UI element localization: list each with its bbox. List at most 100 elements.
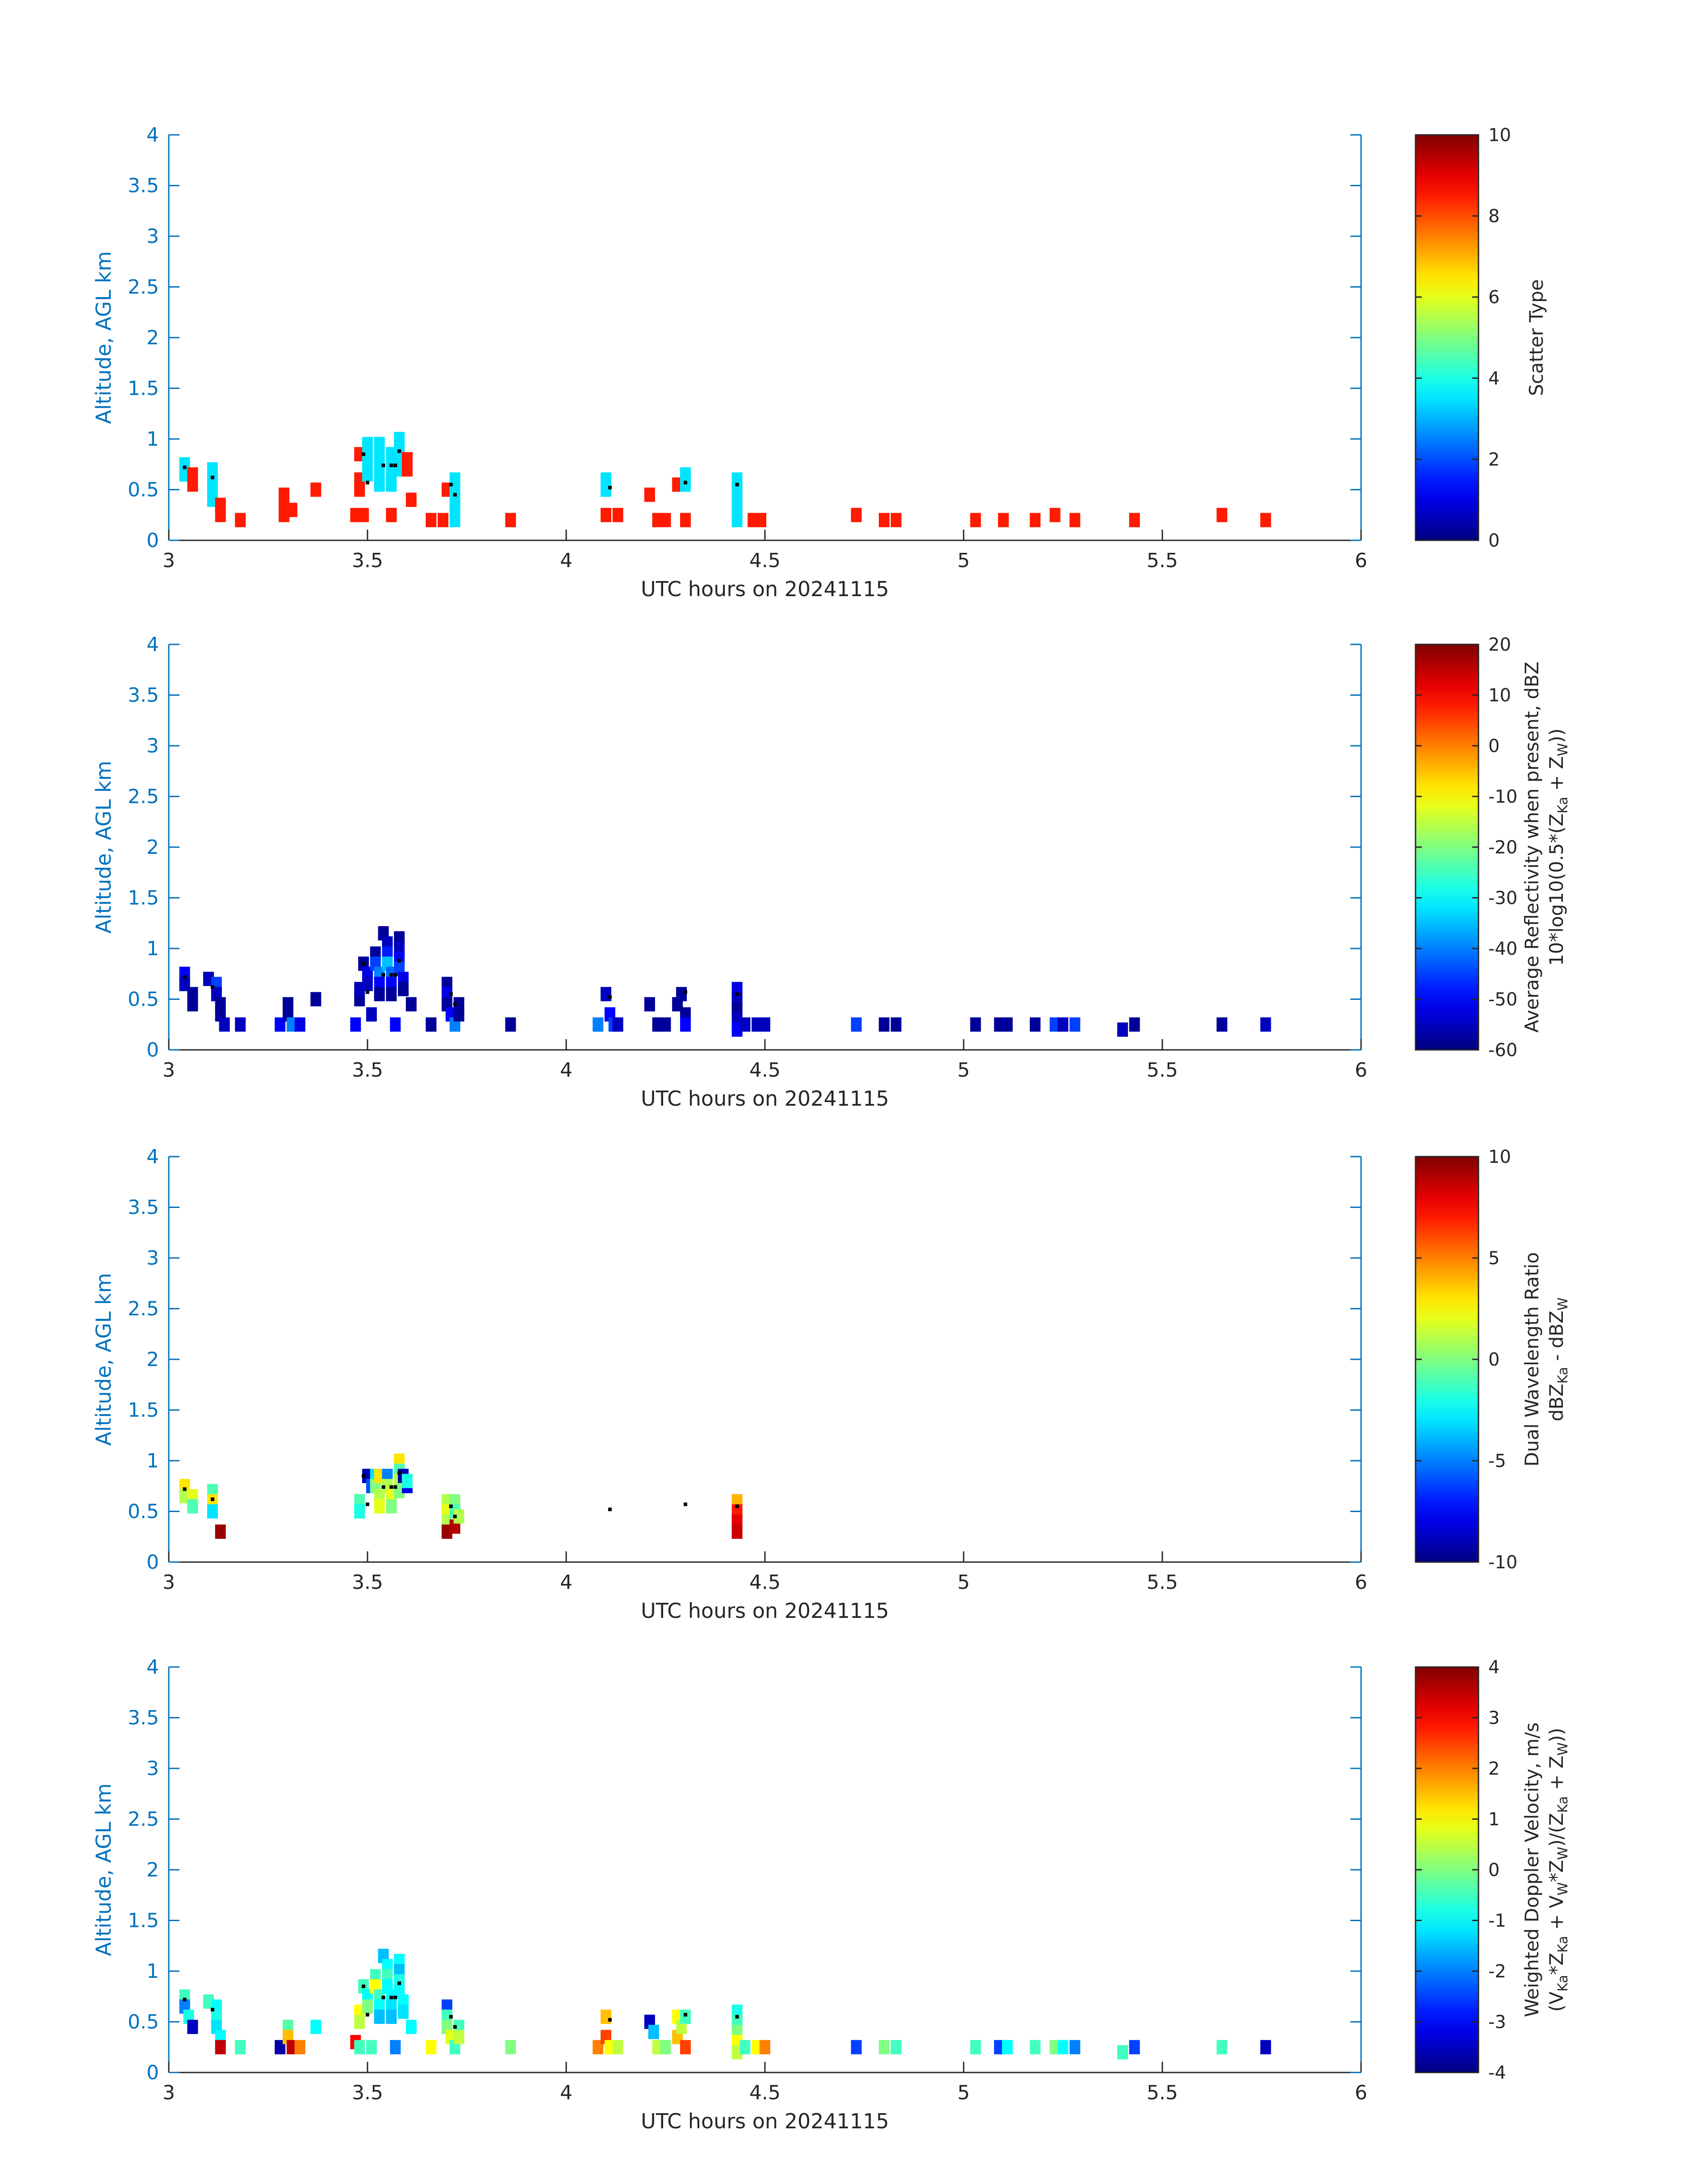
data-cell — [851, 1017, 862, 1032]
y-tick-label: 2 — [146, 1348, 159, 1371]
cloud-base-marker — [393, 1996, 397, 2000]
colorbar-tick-label: -30 — [1488, 888, 1517, 909]
data-cell — [970, 1017, 981, 1032]
data-cell — [1057, 1017, 1069, 1032]
y-tick-label: 0.5 — [128, 1500, 159, 1523]
x-tick-label: 5.5 — [1147, 549, 1178, 572]
colorbar-tick-label: 10 — [1488, 1147, 1511, 1167]
data-cell — [1117, 2045, 1128, 2060]
x-tick-label: 6 — [1355, 549, 1367, 572]
x-tick-label: 6 — [1355, 1571, 1367, 1594]
cloud-base-marker — [183, 465, 187, 469]
data-cell — [680, 513, 691, 527]
data-cell — [1117, 1022, 1128, 1037]
data-cell — [187, 997, 198, 1011]
y-tick-label: 1.5 — [128, 1399, 159, 1422]
data-cell — [354, 2040, 365, 2055]
cloud-base-marker — [381, 1485, 385, 1489]
x-tick-label: 5.5 — [1147, 1059, 1178, 1082]
colorbar-tick-label: 6 — [1488, 287, 1499, 308]
data-cell — [1049, 508, 1061, 522]
data-cell — [386, 2010, 397, 2024]
x-axis-label: UTC hours on 20241115 — [641, 577, 889, 601]
cloud-base-marker — [684, 481, 687, 485]
cloud-base-marker — [684, 990, 687, 994]
y-tick-label: 0 — [146, 2061, 159, 2084]
panel-3: 3 3.5 4 4.5 5 5.5 6 0 0.5 1 1.5 2 2.5 3 3.5 4 UTC hours … — [92, 1145, 1571, 1623]
data-cell — [310, 482, 322, 497]
y-tick-label: 3.5 — [128, 1196, 159, 1219]
cloud-base-marker — [449, 483, 453, 487]
data-cell — [505, 1017, 516, 1032]
y-tick-label: 2.5 — [128, 1808, 159, 1831]
cloud-base-marker — [449, 1504, 453, 1508]
colorbar-label: Scatter Type — [1525, 279, 1547, 396]
cloud-base-marker — [183, 1487, 187, 1491]
data-cell — [648, 2025, 659, 2039]
data-cell — [386, 987, 397, 1002]
data-cell — [601, 2010, 611, 2024]
colorbar-label: Average Reflectivity when present, dBZ — [1521, 661, 1543, 1032]
data-cell — [660, 513, 671, 527]
cloud-base-marker — [397, 449, 401, 453]
data-cell — [1069, 2040, 1081, 2055]
colorbar-tick-label: -4 — [1488, 2063, 1506, 2083]
data-cell — [879, 513, 889, 527]
data-cell — [1129, 513, 1140, 527]
y-axis-label: Altitude, AGL km — [92, 1273, 116, 1446]
data-cell — [1260, 1017, 1271, 1032]
x-tick-label: 3.5 — [352, 2081, 383, 2104]
cloud-base-marker — [210, 476, 214, 480]
data-cell — [362, 977, 373, 991]
data-cell — [1216, 2040, 1228, 2055]
cloud-base-marker — [608, 995, 612, 999]
cloud-base-marker — [397, 1981, 401, 1985]
data-cell — [350, 1017, 361, 1032]
cloud-base-marker — [735, 1504, 739, 1508]
y-tick-label: 1.5 — [128, 377, 159, 400]
data-cell — [680, 1017, 691, 1032]
data-cell — [390, 2040, 401, 2055]
y-tick-label: 2.5 — [128, 1298, 159, 1320]
data-cell — [644, 487, 655, 502]
colorbar-tick-label: 1 — [1488, 1809, 1499, 1830]
x-tick-label: 4.5 — [749, 1571, 781, 1594]
formula-text: (V — [1545, 1992, 1567, 2012]
colorbar-tick-label: -1 — [1488, 1911, 1506, 1931]
data-cell — [453, 1509, 464, 1524]
y-axis-label: Altitude, AGL km — [92, 760, 116, 933]
panel-4: 3 3.5 4 4.5 5 5.5 6 0 0.5 1 1.5 2 2.5 3 3.5 4 UTC hours … — [92, 1656, 1571, 2133]
data-cell — [366, 1007, 377, 1022]
formula-text: )) — [1545, 1728, 1567, 1742]
cloud-base-marker — [735, 2015, 739, 2019]
cloud-base-marker — [389, 973, 393, 977]
data-cell — [760, 2040, 770, 2055]
data-cell — [362, 467, 373, 482]
data-cell — [358, 508, 369, 522]
colorbar-tick-label: 10 — [1488, 125, 1511, 146]
data-cell — [660, 2040, 671, 2055]
x-tick-label: 5.5 — [1147, 2081, 1178, 2104]
data-cell — [453, 2030, 464, 2044]
data-cell — [426, 2040, 437, 2055]
panel-1: 3 3.5 4 4.5 5 5.5 6 0 0.5 1 1.5 2 2.5 3 3.5 4 UTC hours … — [92, 124, 1547, 601]
colorbar-tick-label: 4 — [1488, 368, 1499, 389]
data-cell — [374, 2010, 385, 2024]
data-cell — [390, 1017, 401, 1032]
x-tick-label: 5 — [957, 2081, 970, 2104]
y-tick-label: 0.5 — [128, 2011, 159, 2034]
cloud-base-marker — [381, 464, 385, 468]
colorbar — [1415, 643, 1479, 1051]
cloud-base-marker — [366, 481, 369, 485]
y-tick-label: 4 — [146, 124, 159, 146]
data-cell — [680, 477, 691, 492]
data-cell — [601, 508, 611, 522]
formula-subscript: W — [1555, 1882, 1571, 1896]
data-cell — [215, 1524, 226, 1539]
data-cell — [1030, 513, 1041, 527]
cloud-base-marker — [453, 1514, 457, 1518]
x-tick-label: 4.5 — [749, 1059, 781, 1082]
colorbar — [1415, 1156, 1479, 1563]
data-cell — [879, 1017, 889, 1032]
